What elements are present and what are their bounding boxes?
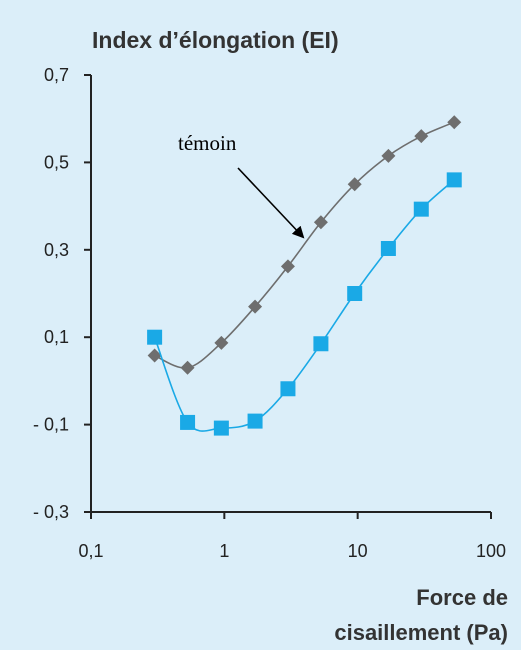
- series-1-point-square: [380, 240, 396, 256]
- y-tick-label: 0,7: [44, 65, 69, 85]
- series-1-point-square: [413, 201, 429, 217]
- x-tick-label: 0,1: [78, 541, 103, 561]
- annotation-temoin-label: témoin: [178, 131, 237, 155]
- series-1-point-square: [180, 414, 196, 430]
- y-tick-label: 0,3: [44, 240, 69, 260]
- chart-title: Index d’élongation (EI): [92, 27, 339, 53]
- series-0-point-diamond: [447, 115, 462, 130]
- series-1-line: [153, 179, 455, 432]
- x-tick-label: 10: [348, 541, 368, 561]
- series-0-point-diamond: [414, 129, 429, 144]
- x-tick-label: 1: [219, 541, 229, 561]
- series-1-point-square: [213, 420, 229, 436]
- series-0-point-diamond: [280, 259, 295, 274]
- series-1-point-square: [147, 329, 163, 345]
- series-0-point-diamond: [214, 335, 229, 350]
- x-axis-label-line-2: cisaillement (Pa): [334, 620, 508, 645]
- series-0-point-diamond: [313, 215, 328, 230]
- series-1-point-square: [247, 413, 263, 429]
- series-0-point-diamond: [147, 348, 162, 363]
- series-0-point-diamond: [381, 148, 396, 163]
- axes: 0,7 0,5 0,3 0,1 - 0,1 - 0,3 0,1 1 10 100: [33, 65, 506, 561]
- annotation-arrow: [237, 167, 305, 239]
- series-1-point-square: [313, 336, 329, 352]
- series-0-line: [154, 121, 455, 369]
- y-tick-label: 0,1: [44, 327, 69, 347]
- series-layer: [147, 115, 462, 436]
- y-tick-label: - 0,3: [33, 502, 69, 522]
- x-tick-label: 100: [476, 541, 506, 561]
- series-0-point-diamond: [347, 177, 362, 192]
- y-tick-label: - 0,1: [33, 415, 69, 435]
- series-1-point-square: [280, 381, 296, 397]
- x-axis-label-line-1: Force de: [416, 585, 508, 610]
- series-0-point-diamond: [180, 360, 195, 375]
- series-1-point-square: [347, 286, 363, 301]
- series-1-point-square: [446, 172, 462, 188]
- series-0-point-diamond: [248, 299, 263, 314]
- y-tick-label: 0,5: [44, 152, 69, 172]
